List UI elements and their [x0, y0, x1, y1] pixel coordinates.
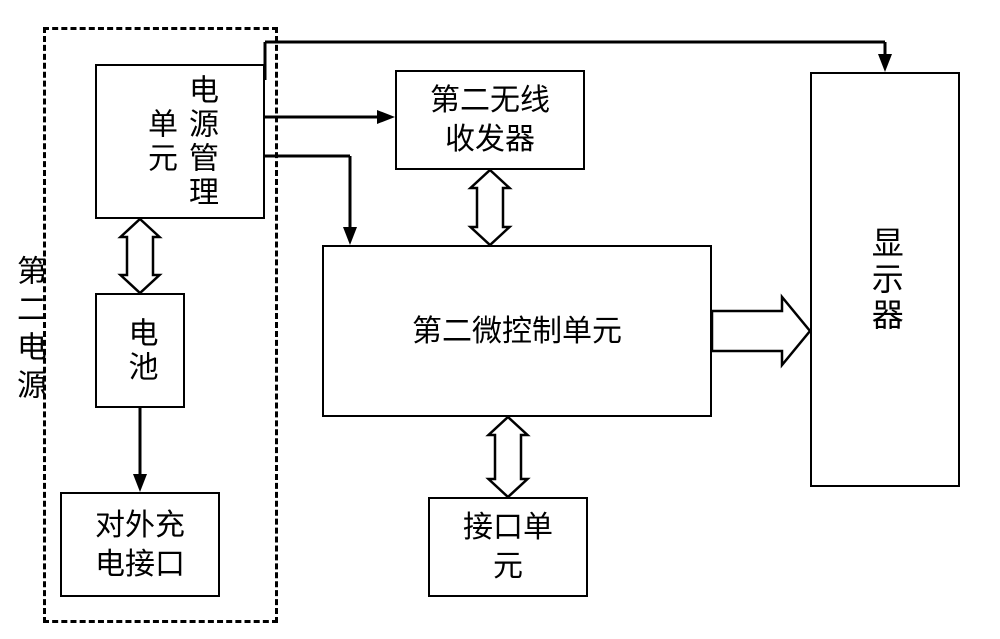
display: 显示器 — [810, 72, 960, 487]
battery: 电池 — [95, 293, 185, 408]
ext_charge: 对外充电接口 — [60, 492, 220, 597]
transceiver: 第二无线收发器 — [395, 70, 585, 170]
power_group_label: 第二电源 — [6, 255, 50, 407]
interface_unit: 接口单元 — [428, 497, 588, 597]
mcu: 第二微控制单元 — [322, 245, 712, 417]
power_mgmt: 电源管理单元 — [95, 64, 265, 219]
